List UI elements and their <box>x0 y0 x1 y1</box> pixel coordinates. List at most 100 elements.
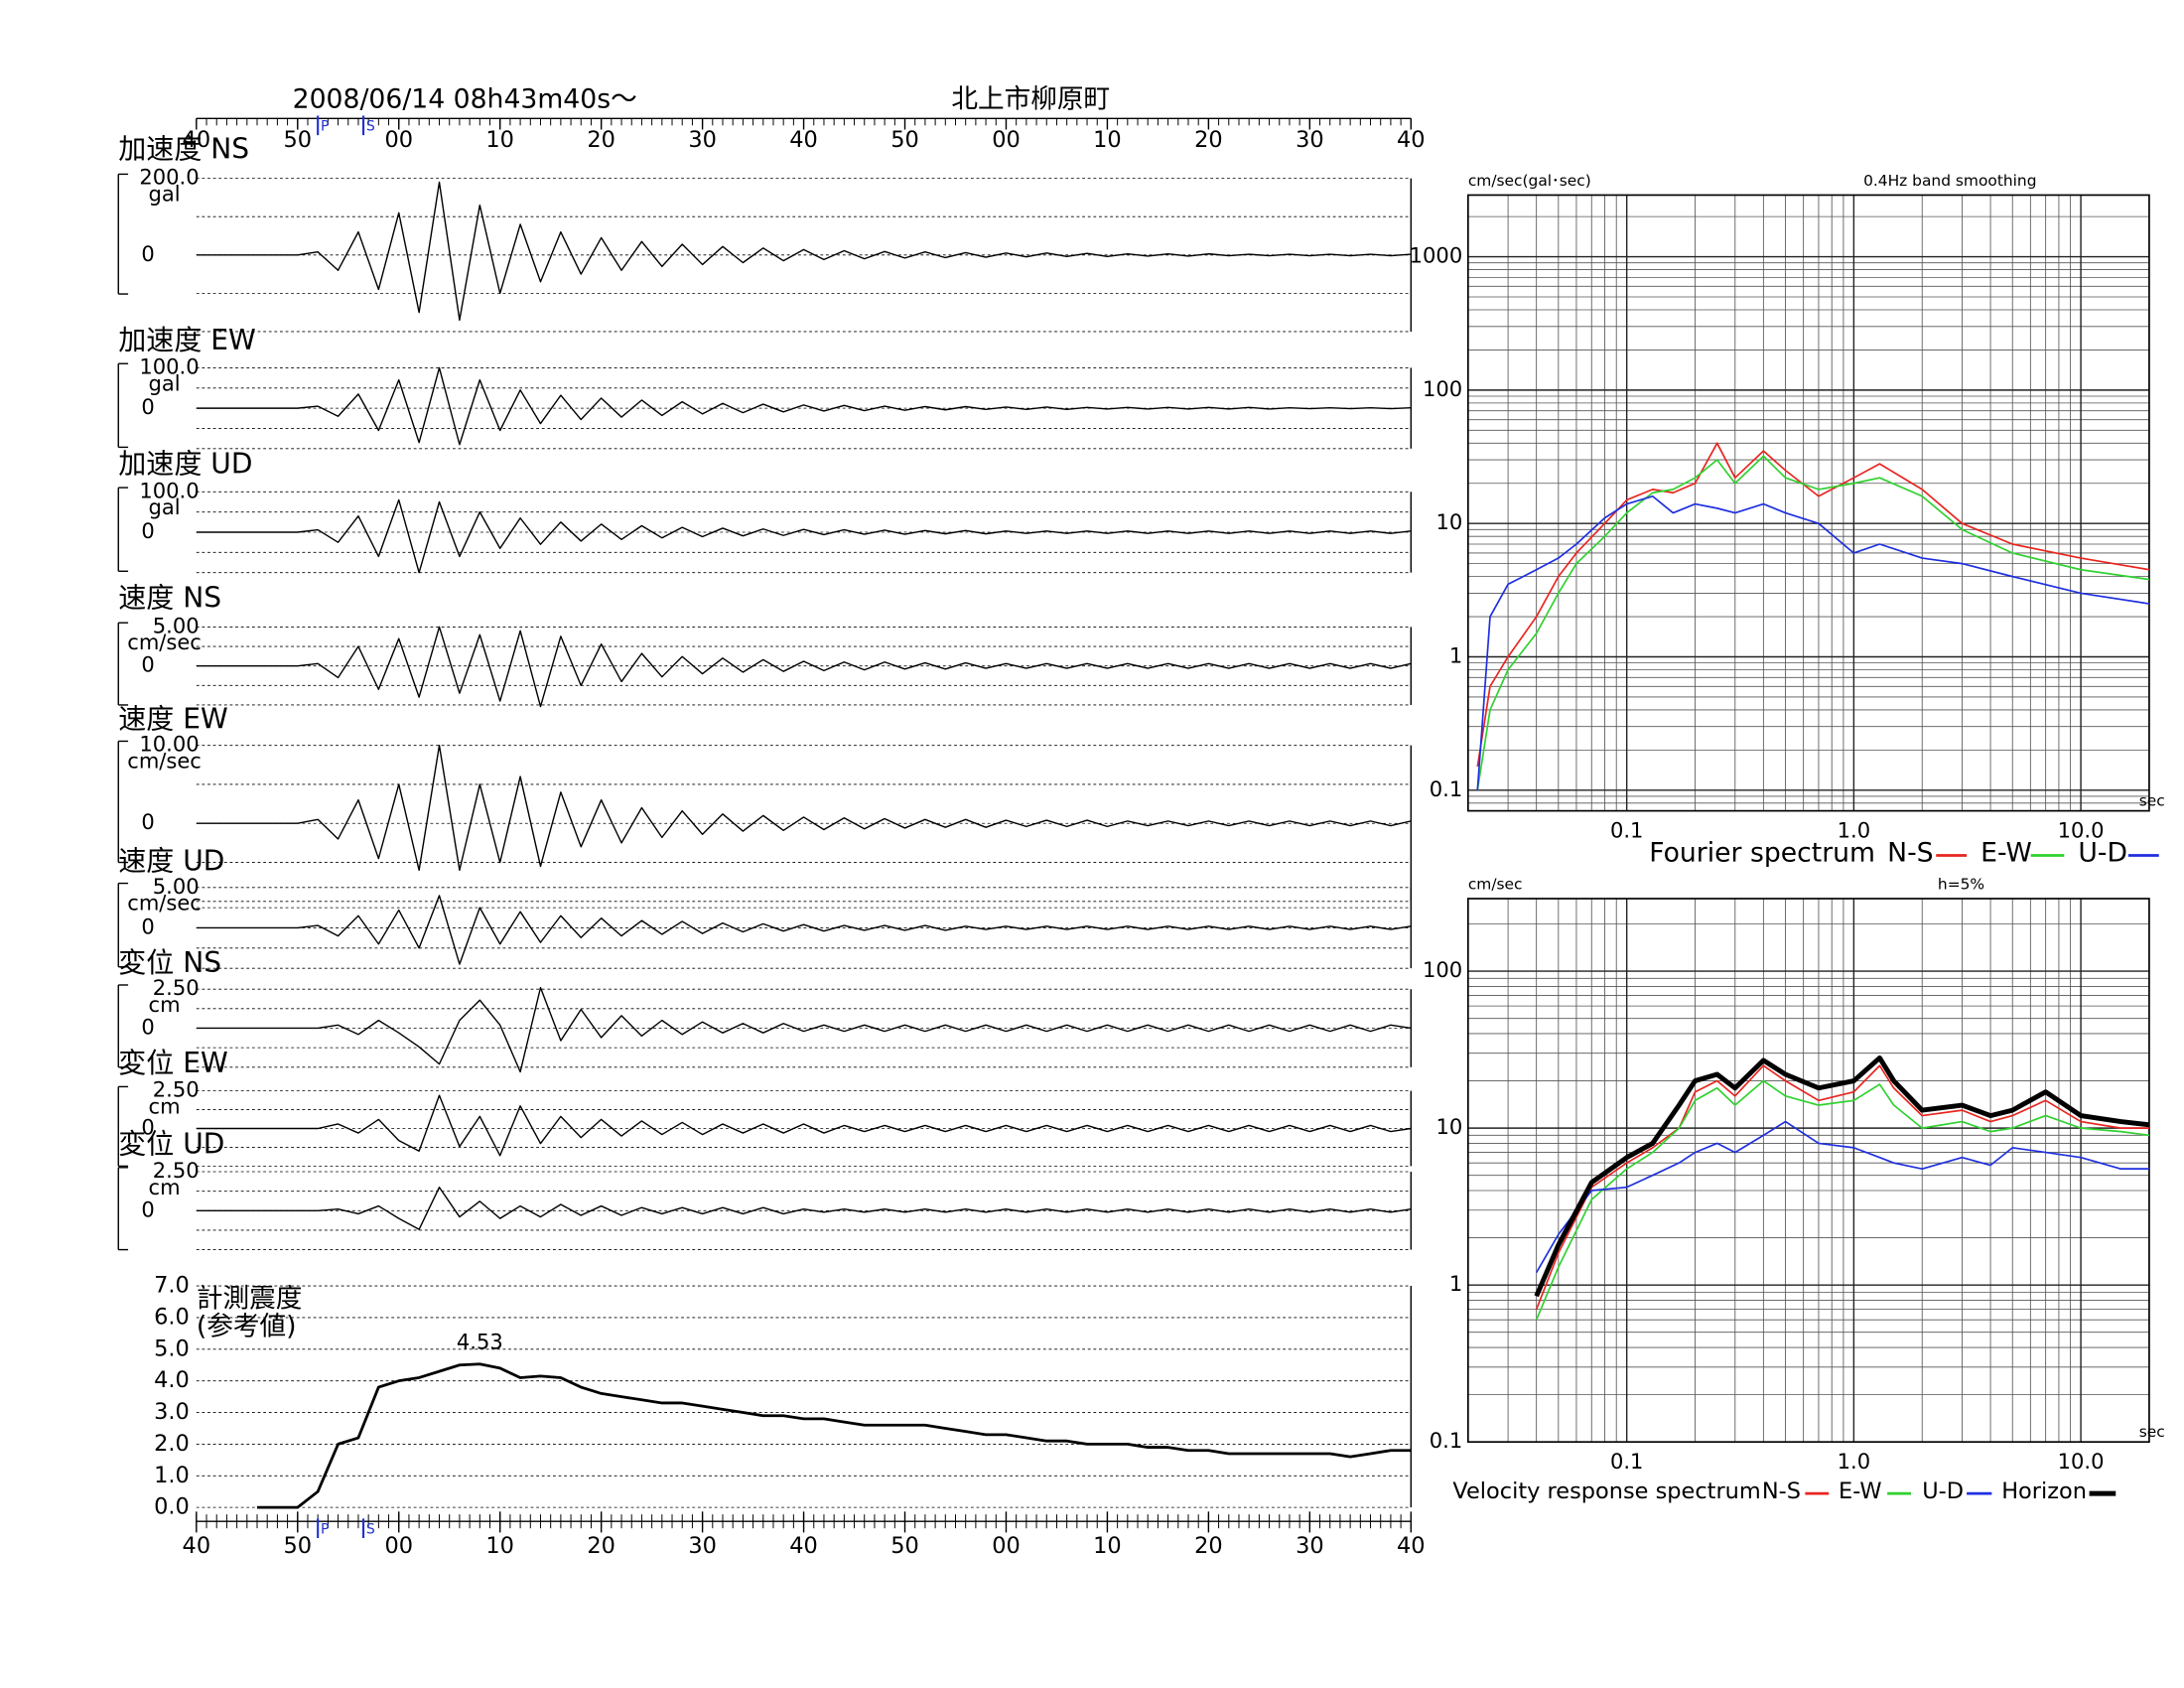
legend-label: Horizon <box>2001 1478 2087 1504</box>
legend-label: E-W <box>1839 1478 1882 1504</box>
y-tick-label: 10.00 <box>139 732 199 757</box>
trace-unit: cm/sec <box>127 891 202 915</box>
trace-title: 速度 UD <box>118 845 224 878</box>
y-tick-label: 1000 <box>1410 243 1463 268</box>
y-tick-label: 0 <box>141 1115 154 1140</box>
time-tick-label: 10 <box>485 127 514 153</box>
trace <box>196 895 1412 965</box>
y-tick-label: 0 <box>141 1014 154 1039</box>
y-tick-label: 200.0 <box>139 165 199 190</box>
trace <box>196 366 1412 446</box>
plot-frame <box>1466 194 2150 812</box>
y-tick-label: 0.0 <box>154 1494 190 1520</box>
time-tick-label: 50 <box>284 1533 313 1559</box>
time-tick-label: 30 <box>1296 127 1324 153</box>
y-tick-label: 0 <box>141 914 154 938</box>
trace <box>196 986 1412 1073</box>
spectrum-line <box>1476 442 2150 768</box>
y-tick-label: 100.0 <box>139 353 199 378</box>
trace-title: 加速度 EW <box>118 324 256 356</box>
x-tick-label: 10.0 <box>2058 818 2105 843</box>
time-tick-label: 10 <box>1093 127 1122 153</box>
trace-unit: cm <box>149 992 181 1017</box>
phase-label: P <box>321 1522 329 1538</box>
time-tick-label: 50 <box>890 1533 919 1559</box>
time-tick-label: 50 <box>890 127 919 153</box>
x-tick-label: 1.0 <box>1838 818 1870 843</box>
time-tick-label: 10 <box>485 1533 514 1559</box>
time-tick-label: 40 <box>789 1533 818 1559</box>
time-tick-label: 30 <box>688 1533 717 1559</box>
spectrum-line <box>1476 494 2150 790</box>
legend-label: N-S <box>1762 1478 1801 1504</box>
y-tick-label: 2.50 <box>153 1158 200 1183</box>
x-tick-label: 0.1 <box>1610 818 1643 843</box>
trace-title: 加速度 UD <box>118 448 252 481</box>
trace-title: 変位 UD <box>118 1127 224 1160</box>
time-tick-label: 40 <box>183 1533 211 1559</box>
y-tick-label: 3.0 <box>154 1399 190 1425</box>
trace-unit: cm/sec <box>127 630 202 654</box>
trace <box>196 626 1412 708</box>
time-tick-label: 40 <box>1397 1533 1426 1559</box>
y-tick-label: 100 <box>1423 376 1462 401</box>
legend-label: U-D <box>1922 1478 1964 1504</box>
x-tick-label: 0.1 <box>1610 1449 1643 1474</box>
y-tick-label: 5.0 <box>154 1336 190 1361</box>
time-tick-label: 20 <box>587 1533 615 1559</box>
trace <box>196 498 1412 574</box>
time-tick-label: 40 <box>183 127 211 153</box>
header-datetime: 2008/06/14 08h43m40s〜 <box>293 84 637 115</box>
y-tick-label: 0 <box>141 394 154 419</box>
y-tick-label: 2.50 <box>153 1077 200 1102</box>
trace-unit: cm/sec <box>127 749 202 774</box>
trace-title: 速度 EW <box>118 702 227 735</box>
legend-label: U-D <box>2078 838 2127 869</box>
spectrum-line <box>1535 1079 2150 1321</box>
y-tick-label: 0 <box>141 241 154 266</box>
y-axis-label: cm/sec <box>1468 875 1523 893</box>
y-tick-label: 10 <box>1435 1114 1462 1139</box>
legend-label: E-W <box>1980 838 2032 869</box>
trace <box>196 744 1412 872</box>
trace-title: 加速度 NS <box>118 133 249 166</box>
y-tick-label: 0 <box>141 1196 154 1221</box>
y-tick-label: 0 <box>141 652 154 677</box>
trace-unit: cm <box>149 1175 181 1199</box>
spectrum-line <box>1534 1055 2150 1298</box>
time-tick-label: 00 <box>992 127 1021 153</box>
phase-label: S <box>366 1522 375 1538</box>
trace-title: 変位 NS <box>118 946 221 979</box>
legend-label: N-S <box>1887 838 1933 869</box>
y-tick-label: 100 <box>1423 957 1462 982</box>
spectrum-line <box>1535 1064 2149 1310</box>
x-axis-unit: sec <box>2139 1423 2165 1441</box>
y-tick-label: 2.0 <box>154 1431 190 1457</box>
time-tick-label: 30 <box>1296 1533 1324 1559</box>
x-axis-unit: sec <box>2139 791 2165 809</box>
trace <box>196 181 1412 322</box>
y-tick-label: 10 <box>1435 509 1462 534</box>
time-tick-label: 20 <box>587 127 615 153</box>
y-tick-label: 100.0 <box>139 478 199 502</box>
y-tick-label: 0 <box>141 518 154 543</box>
time-tick-label: 00 <box>384 127 413 153</box>
chart-title: 計測震度 <box>197 1284 303 1315</box>
intensity-line <box>257 1362 1412 1509</box>
y-tick-label: 0.1 <box>1430 1428 1462 1453</box>
time-tick-label: 10 <box>1093 1533 1122 1559</box>
trace-title: 変位 EW <box>118 1047 227 1079</box>
phase-label: P <box>321 119 329 135</box>
trace <box>196 1094 1412 1157</box>
y-tick-label: 2.50 <box>153 975 200 1000</box>
plot-note: h=5% <box>1938 875 1984 893</box>
trace-title: 速度 NS <box>118 581 221 614</box>
chart-subtitle: (参考値) <box>197 1312 297 1342</box>
spectrum-line <box>1476 455 2150 790</box>
header-station: 北上市柳原町 <box>951 84 1110 115</box>
y-tick-label: 1 <box>1449 1271 1462 1296</box>
legend-title: Velocity response spectrum <box>1452 1478 1760 1504</box>
time-tick-label: 00 <box>384 1533 413 1559</box>
